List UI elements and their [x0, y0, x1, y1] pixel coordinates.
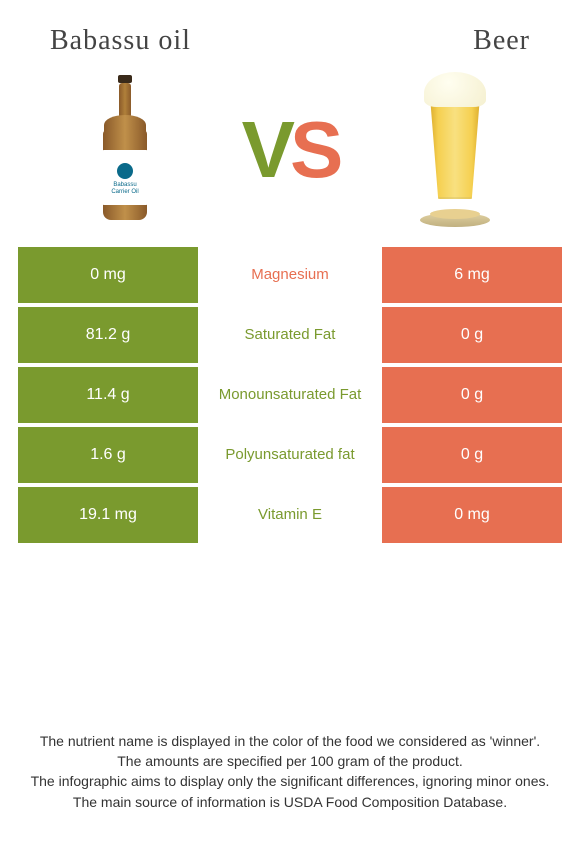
left-title: Babassu oil — [50, 25, 191, 57]
right-value: 0 mg — [382, 487, 562, 543]
nutrient-name: Monounsaturated Fat — [201, 367, 379, 423]
nutrient-name: Polyunsaturated fat — [201, 427, 379, 483]
nutrient-name: Magnesium — [201, 247, 379, 303]
note-line: The nutrient name is displayed in the co… — [25, 731, 555, 751]
left-image: Babassu Carrier Oil — [60, 70, 190, 230]
bottle-icon: Babassu Carrier Oil — [90, 75, 160, 225]
table-row: 11.4 gMonounsaturated Fat0 g — [18, 367, 562, 423]
bottle-label-line2: Carrier Oil — [111, 189, 138, 196]
right-image — [390, 70, 520, 230]
nutrient-name: Vitamin E — [201, 487, 379, 543]
vs-label: VS — [242, 104, 339, 196]
note-line: The main source of information is USDA F… — [25, 792, 555, 812]
table-row: 81.2 gSaturated Fat0 g — [18, 307, 562, 363]
right-value: 0 g — [382, 427, 562, 483]
left-value: 81.2 g — [18, 307, 198, 363]
left-value: 11.4 g — [18, 367, 198, 423]
vs-s: S — [290, 105, 338, 194]
right-value: 0 g — [382, 307, 562, 363]
comparison-table: 0 mgMagnesium6 mg81.2 gSaturated Fat0 g1… — [0, 247, 580, 543]
table-row: 1.6 gPolyunsaturated fat0 g — [18, 427, 562, 483]
beer-icon — [410, 72, 500, 227]
note-line: The amounts are specified per 100 gram o… — [25, 751, 555, 771]
left-value: 19.1 mg — [18, 487, 198, 543]
note-line: The infographic aims to display only the… — [25, 771, 555, 791]
right-value: 6 mg — [382, 247, 562, 303]
images-row: Babassu Carrier Oil VS — [0, 67, 580, 247]
nutrient-name: Saturated Fat — [201, 307, 379, 363]
vs-v: V — [242, 105, 290, 194]
titles-row: Babassu oil Beer — [0, 0, 580, 67]
left-value: 1.6 g — [18, 427, 198, 483]
table-row: 19.1 mgVitamin E0 mg — [18, 487, 562, 543]
left-value: 0 mg — [18, 247, 198, 303]
right-title: Beer — [473, 25, 530, 57]
right-value: 0 g — [382, 367, 562, 423]
bottle-label-line1: Babassu — [113, 182, 136, 189]
table-row: 0 mgMagnesium6 mg — [18, 247, 562, 303]
footer-notes: The nutrient name is displayed in the co… — [0, 731, 580, 812]
